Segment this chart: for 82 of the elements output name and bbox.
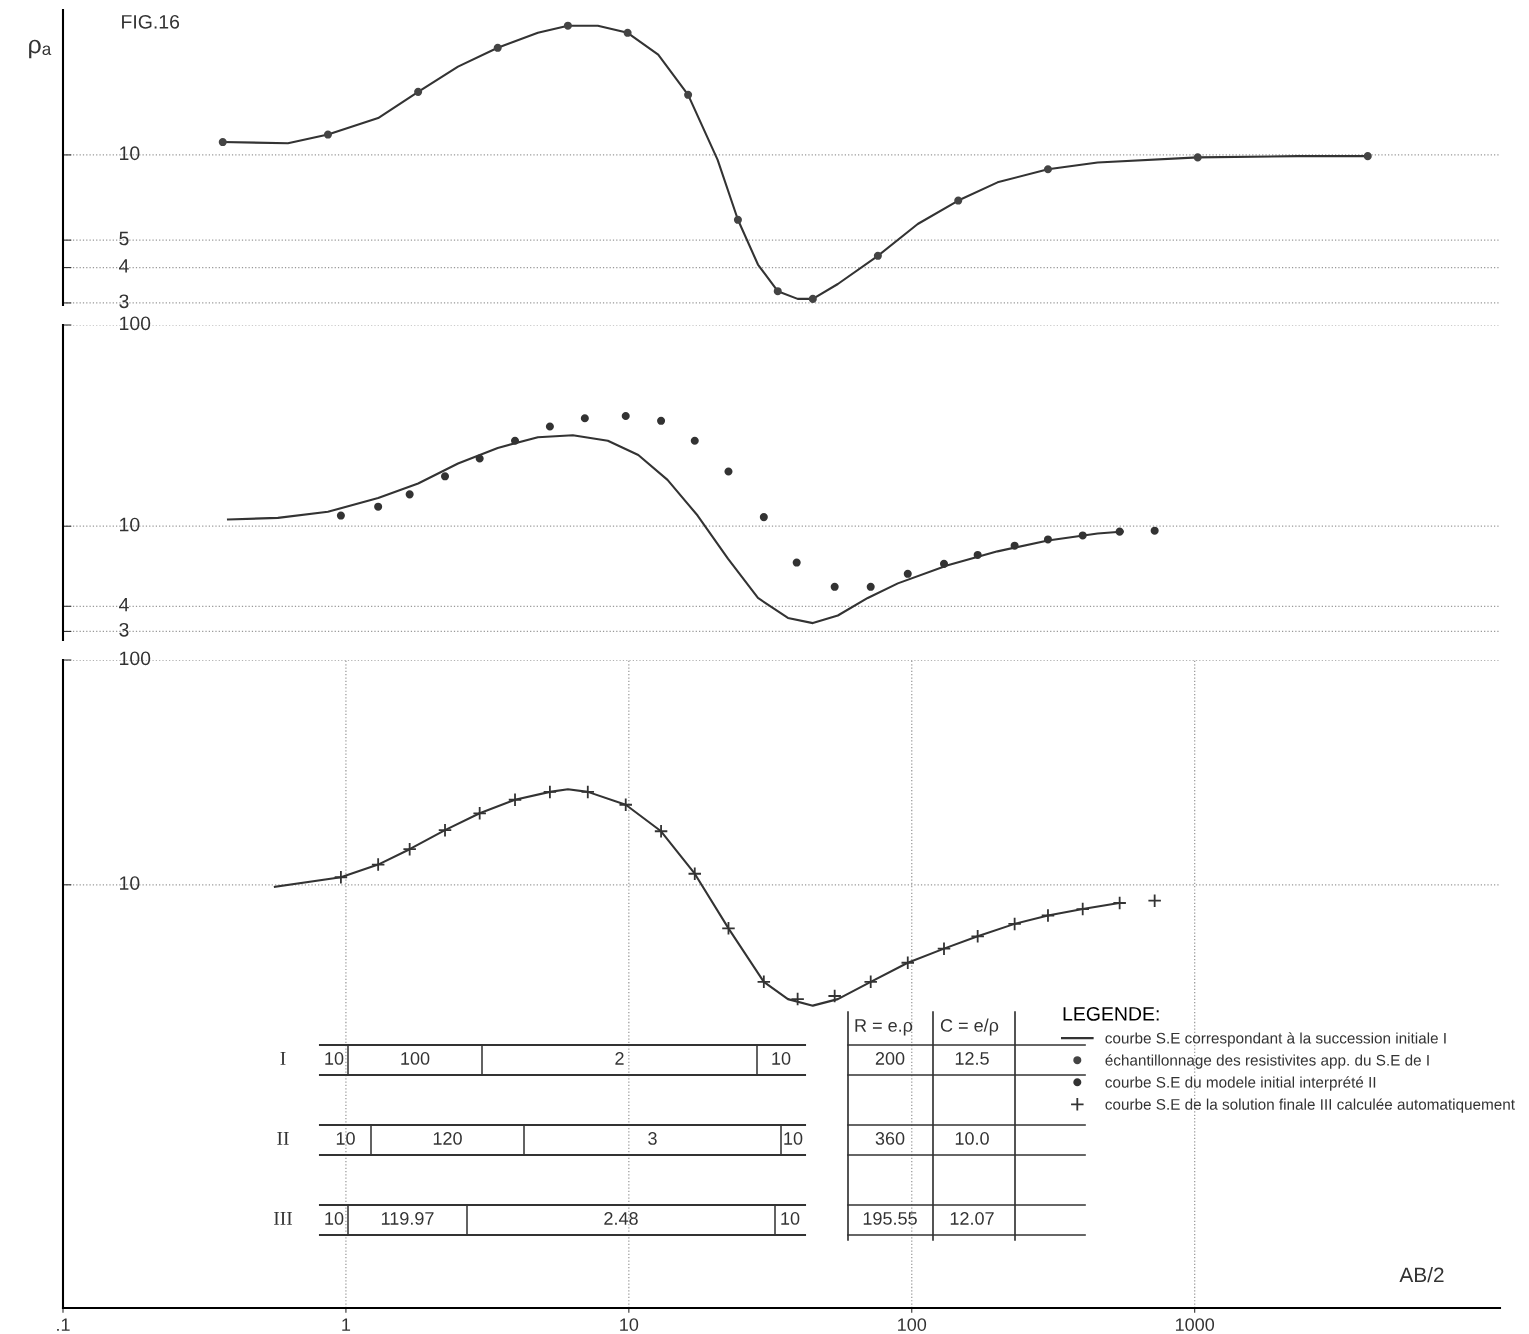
y-tick-label: 4 (119, 259, 129, 273)
text: courbe S.E du modele initial interprété II (1105, 1076, 1376, 1091)
point (1075, 901, 1090, 917)
annotation: 2 (615, 1052, 624, 1065)
point (1043, 535, 1052, 544)
y-tick-label: 10 (120, 517, 140, 532)
annotation: 200 (875, 1052, 905, 1065)
point (1078, 531, 1087, 540)
y-tick-label: 5 (119, 231, 129, 246)
point (510, 436, 520, 445)
annotation: 360 (875, 1132, 905, 1145)
legend-label: courbe S.E correspondant à la succession initiale I (1105, 1032, 1446, 1047)
x-axis-title: AB/2 (1399, 1266, 1444, 1283)
point (756, 974, 771, 990)
annotation: C = e/ρ (940, 1018, 999, 1036)
point (830, 582, 839, 591)
point (759, 513, 768, 522)
annotation: III (273, 1211, 293, 1225)
annotation: R = e.ρ (855, 1019, 913, 1036)
point (405, 490, 414, 499)
y-tick-label: 4 (119, 597, 129, 612)
y-tick-label: 10 (120, 146, 140, 161)
annotation: 10 (336, 1132, 355, 1145)
annotation: 120 (433, 1132, 462, 1145)
annotation: 119.97 (381, 1212, 434, 1225)
x-tick-label: 10 (620, 1318, 639, 1331)
annotation: 10 (325, 1052, 344, 1065)
annotation: 100 (401, 1052, 430, 1065)
legend-label: échantillonnage des resistivites app. du S.E de I (1105, 1054, 1429, 1069)
point (690, 436, 699, 445)
point (687, 866, 702, 881)
point (900, 955, 915, 970)
point (440, 472, 450, 481)
point (580, 414, 589, 423)
x-tick-label: .1 (57, 1318, 70, 1331)
point (437, 823, 453, 838)
point (903, 569, 912, 578)
point (542, 784, 558, 800)
point (545, 422, 554, 431)
point (866, 582, 875, 591)
point (863, 974, 878, 990)
point (1150, 526, 1159, 535)
annotation: 10 (781, 1212, 800, 1225)
point (472, 806, 487, 821)
annotation: 2.48 (604, 1212, 638, 1225)
point (1040, 908, 1056, 923)
point (1112, 895, 1127, 911)
point (1147, 893, 1162, 908)
point (475, 454, 484, 463)
annotation: II (277, 1131, 289, 1145)
y-axis-title: ρₐ (29, 39, 52, 59)
point (970, 929, 985, 944)
point (402, 842, 417, 857)
y-tick-label: 3 (119, 622, 129, 637)
annotation: 10 (784, 1132, 803, 1145)
point (580, 784, 595, 800)
x-tick-label: 100 (898, 1318, 927, 1331)
point (1007, 916, 1022, 932)
legend-title: LEGENDE: (1063, 1006, 1159, 1021)
annotation: 195.55 (863, 1212, 917, 1225)
point (973, 550, 982, 559)
annotation: I (280, 1051, 286, 1065)
chart-title: FIG.16 (122, 14, 180, 29)
y-tick-label: 10 (120, 876, 140, 891)
legend-label: courbe S.E de la solution finale III calculée automatiquement (1105, 1098, 1515, 1113)
point (507, 792, 523, 807)
annotation: 10 (772, 1052, 791, 1065)
x-tick-label: 1000 (1175, 1318, 1215, 1331)
y-tick-label: 100 (120, 651, 151, 666)
point (1115, 527, 1124, 536)
annotation: 10.0 (955, 1132, 989, 1145)
annotation: 3 (648, 1132, 657, 1145)
annotation: 12.5 (955, 1052, 989, 1065)
point (1010, 541, 1019, 550)
point (827, 988, 842, 1004)
annotation: 12.07 (950, 1212, 994, 1225)
point (724, 467, 733, 476)
y-tick-label: 3 (119, 294, 129, 309)
annotation: 10 (325, 1212, 344, 1225)
x-tick-label: 1 (342, 1318, 351, 1331)
y-tick-label: 100 (120, 316, 151, 331)
point (721, 921, 736, 936)
